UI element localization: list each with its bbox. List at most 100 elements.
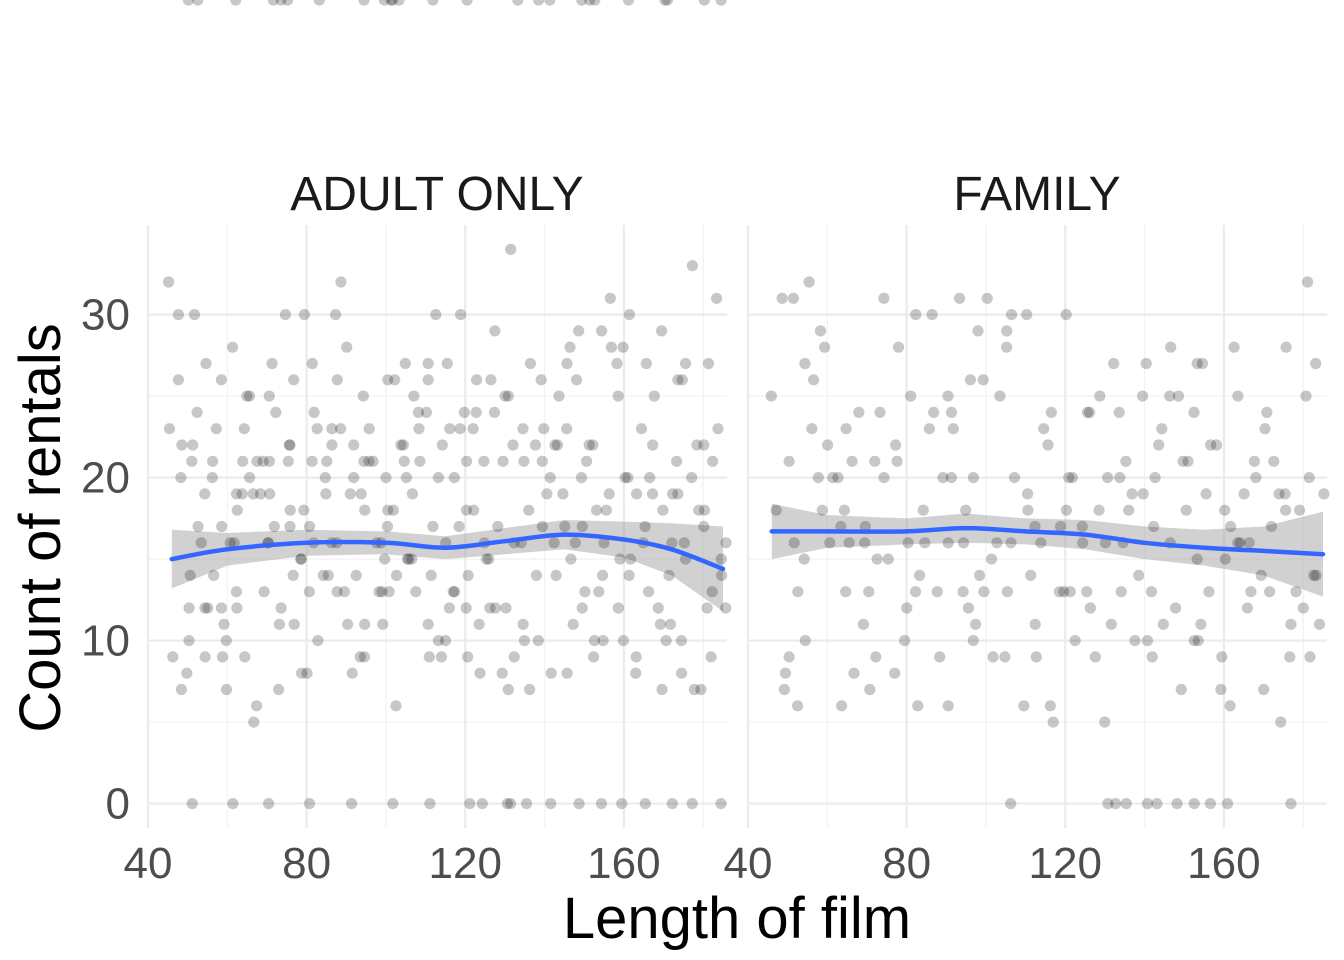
- data-point: [357, 390, 369, 402]
- data-point: [1054, 520, 1067, 533]
- data-point: [393, 0, 405, 6]
- data-point: [715, 798, 727, 810]
- data-point: [430, 309, 442, 321]
- data-point: [455, 309, 467, 321]
- data-point: [919, 537, 931, 549]
- data-point: [711, 292, 723, 304]
- data-point: [910, 309, 922, 321]
- data-point: [264, 488, 276, 500]
- data-point: [181, 667, 193, 679]
- data-point: [422, 618, 434, 630]
- panel-family-points: [765, 276, 1330, 810]
- data-point: [517, 618, 529, 630]
- data-point: [1146, 651, 1158, 663]
- data-point: [707, 455, 719, 467]
- data-point: [387, 504, 399, 516]
- data-point: [435, 651, 447, 663]
- data-point: [207, 455, 219, 467]
- data-point: [676, 667, 688, 679]
- data-point: [454, 423, 466, 435]
- data-point: [720, 602, 732, 614]
- data-point: [597, 635, 609, 647]
- data-point: [863, 586, 875, 598]
- data-point: [656, 325, 668, 337]
- panel-title-adult-only: ADULT ONLY: [290, 168, 583, 221]
- data-point: [400, 472, 412, 484]
- data-point: [1225, 520, 1237, 533]
- data-point: [1099, 537, 1111, 549]
- data-point: [1200, 488, 1212, 500]
- data-point: [1076, 520, 1088, 533]
- data-point: [977, 374, 989, 386]
- data-point: [787, 292, 800, 304]
- data-point: [518, 455, 530, 467]
- data-point: [312, 635, 324, 647]
- data-point: [447, 586, 459, 598]
- data-point: [412, 406, 424, 418]
- data-point: [672, 488, 684, 500]
- data-point: [199, 488, 211, 500]
- data-point: [1310, 569, 1322, 582]
- data-point: [273, 618, 285, 630]
- data-point: [1238, 488, 1250, 500]
- data-point: [358, 651, 371, 663]
- data-point: [1060, 504, 1072, 516]
- data-point: [379, 553, 391, 565]
- data-point: [1284, 651, 1296, 663]
- data-point: [853, 406, 865, 418]
- data-point: [1157, 618, 1169, 630]
- data-point: [410, 586, 422, 598]
- data-point: [715, 553, 727, 565]
- data-point: [524, 357, 537, 370]
- data-point: [1182, 455, 1194, 467]
- data-point: [1029, 520, 1041, 533]
- data-point: [359, 618, 371, 630]
- data-point: [647, 488, 659, 500]
- data-point: [238, 423, 250, 435]
- data-point: [957, 537, 970, 549]
- data-point: [251, 700, 263, 712]
- data-point: [508, 651, 520, 663]
- data-point: [647, 439, 659, 451]
- data-point: [705, 651, 717, 663]
- data-point: [595, 798, 608, 810]
- data-point: [652, 602, 664, 614]
- data-point: [545, 667, 557, 679]
- data-point: [530, 569, 543, 582]
- data-point: [1129, 635, 1141, 647]
- data-point: [1018, 700, 1030, 712]
- data-point: [1063, 472, 1075, 484]
- data-point: [597, 569, 609, 582]
- data-point: [306, 455, 318, 467]
- data-point: [326, 439, 338, 451]
- data-point: [550, 569, 562, 582]
- data-point: [899, 635, 911, 647]
- data-point: [1047, 716, 1059, 728]
- data-point: [832, 472, 844, 484]
- data-point: [600, 504, 613, 516]
- data-point: [1022, 504, 1034, 516]
- data-point: [1094, 390, 1106, 402]
- data-point: [928, 406, 940, 418]
- data-point: [688, 683, 701, 696]
- data-point: [579, 586, 591, 598]
- data-point: [427, 0, 439, 6]
- data-point: [524, 683, 536, 696]
- data-point: [890, 439, 902, 451]
- data-point: [1030, 651, 1042, 663]
- data-point: [230, 488, 243, 500]
- data-point: [706, 586, 718, 598]
- data-point: [497, 455, 509, 467]
- data-point: [619, 472, 631, 484]
- data-point: [1123, 504, 1135, 516]
- data-point: [279, 309, 291, 321]
- data-point: [1165, 341, 1177, 353]
- data-point: [1219, 504, 1231, 516]
- data-point: [423, 651, 435, 663]
- data-point: [231, 602, 243, 614]
- data-point: [295, 553, 307, 565]
- data-point: [799, 635, 811, 647]
- data-point: [224, 537, 236, 549]
- data-point: [1099, 716, 1111, 728]
